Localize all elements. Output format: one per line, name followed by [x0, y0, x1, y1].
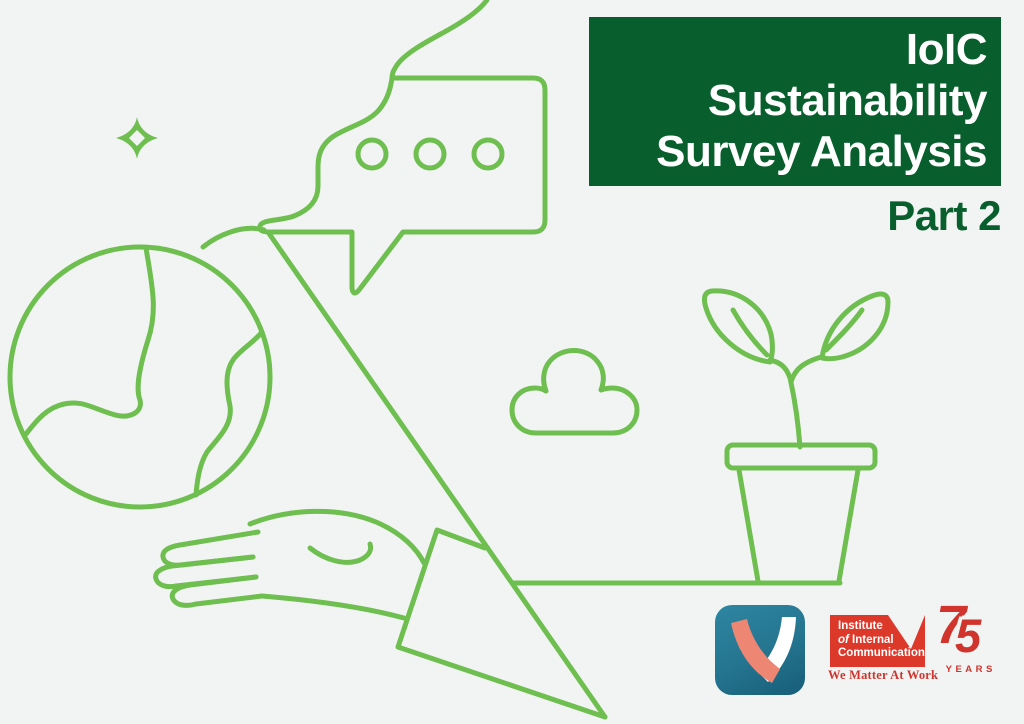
ioic-word-of: of	[838, 633, 849, 646]
ioic-logo: Institute of Internal Communication	[830, 615, 925, 667]
years-75-label: YEARS	[945, 664, 996, 675]
title-line-2: Sustainability	[707, 76, 988, 125]
arm-diagonal-line	[265, 229, 608, 720]
title-line-3: Survey Analysis	[656, 127, 987, 176]
typing-dot	[355, 137, 389, 171]
typing-dots	[355, 137, 505, 171]
years-75-mark: 7 5 YEARS	[936, 598, 1004, 688]
ioic-word-internal: Internal	[848, 633, 894, 646]
years-75-digit-5: 5	[955, 609, 982, 662]
plant-leaves	[701, 288, 891, 365]
ioic-line-of-internal: of Internal	[838, 634, 925, 648]
shoulder-line	[200, 225, 267, 250]
globe-icon	[7, 244, 273, 510]
v-logo	[715, 605, 805, 695]
plant-stem	[767, 354, 824, 450]
cloud-icon	[509, 348, 640, 436]
years-75-digit-7: 7	[936, 595, 967, 655]
ioic-tagline: We Matter At Work	[828, 668, 939, 682]
cuff-shape	[395, 527, 608, 720]
typing-dot	[471, 137, 505, 171]
speech-bubble-icon	[257, 0, 548, 296]
v-logo-letter	[731, 617, 796, 683]
part-label: Part 2	[887, 192, 1001, 239]
sparkle-icon	[116, 117, 158, 159]
potted-plant-icon	[701, 288, 891, 584]
offering-hand-icon	[153, 508, 427, 621]
title-block: IoIC Sustainability Survey Analysis	[589, 17, 1001, 186]
typing-dot	[413, 137, 447, 171]
ioic-line-communication: Communication	[838, 647, 925, 659]
v-left-stroke	[731, 619, 780, 683]
ioic-line-institute: Institute	[838, 620, 883, 632]
title-line-1: IoIC	[905, 25, 988, 74]
